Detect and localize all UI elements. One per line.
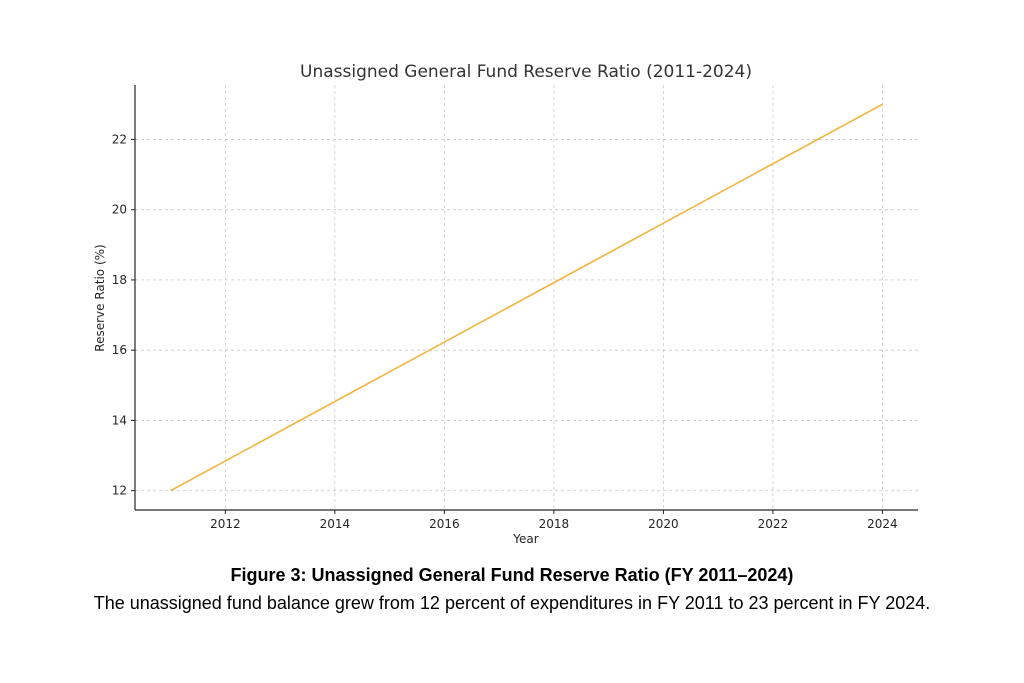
x-tick-label: 2014: [320, 517, 351, 531]
x-tick-label: 2022: [758, 517, 789, 531]
x-tick-label: 2024: [867, 517, 898, 531]
figure-caption-title: Figure 3: Unassigned General Fund Reserv…: [230, 565, 794, 585]
y-tick-label: 14: [112, 413, 127, 427]
y-tick-label: 22: [112, 132, 127, 146]
series-line: [170, 103, 883, 492]
y-tick-label: 20: [112, 203, 127, 217]
chart: 2012 2014 2016 2018 2020 2022 2024121416182022…: [93, 62, 918, 546]
x-axis-label: Year: [512, 532, 538, 546]
series: [170, 103, 883, 492]
y-tick-label: 16: [112, 343, 127, 357]
y-tick-label: 18: [112, 273, 127, 287]
y-axis-label: Reserve Ratio (%): [93, 244, 107, 351]
x-tick-label: 2016: [429, 517, 460, 531]
x-tick-label: 2018: [539, 517, 570, 531]
axes: [134, 85, 918, 511]
chart-title: Unassigned General Fund Reserve Ratio (2…: [300, 62, 752, 82]
grid: [135, 85, 918, 510]
y-tick-label: 12: [112, 484, 127, 498]
x-tick-label: 2012: [210, 517, 241, 531]
x-tick-label: 2020: [648, 517, 679, 531]
figure-caption-text: The unassigned fund balance grew from 12…: [93, 593, 931, 613]
